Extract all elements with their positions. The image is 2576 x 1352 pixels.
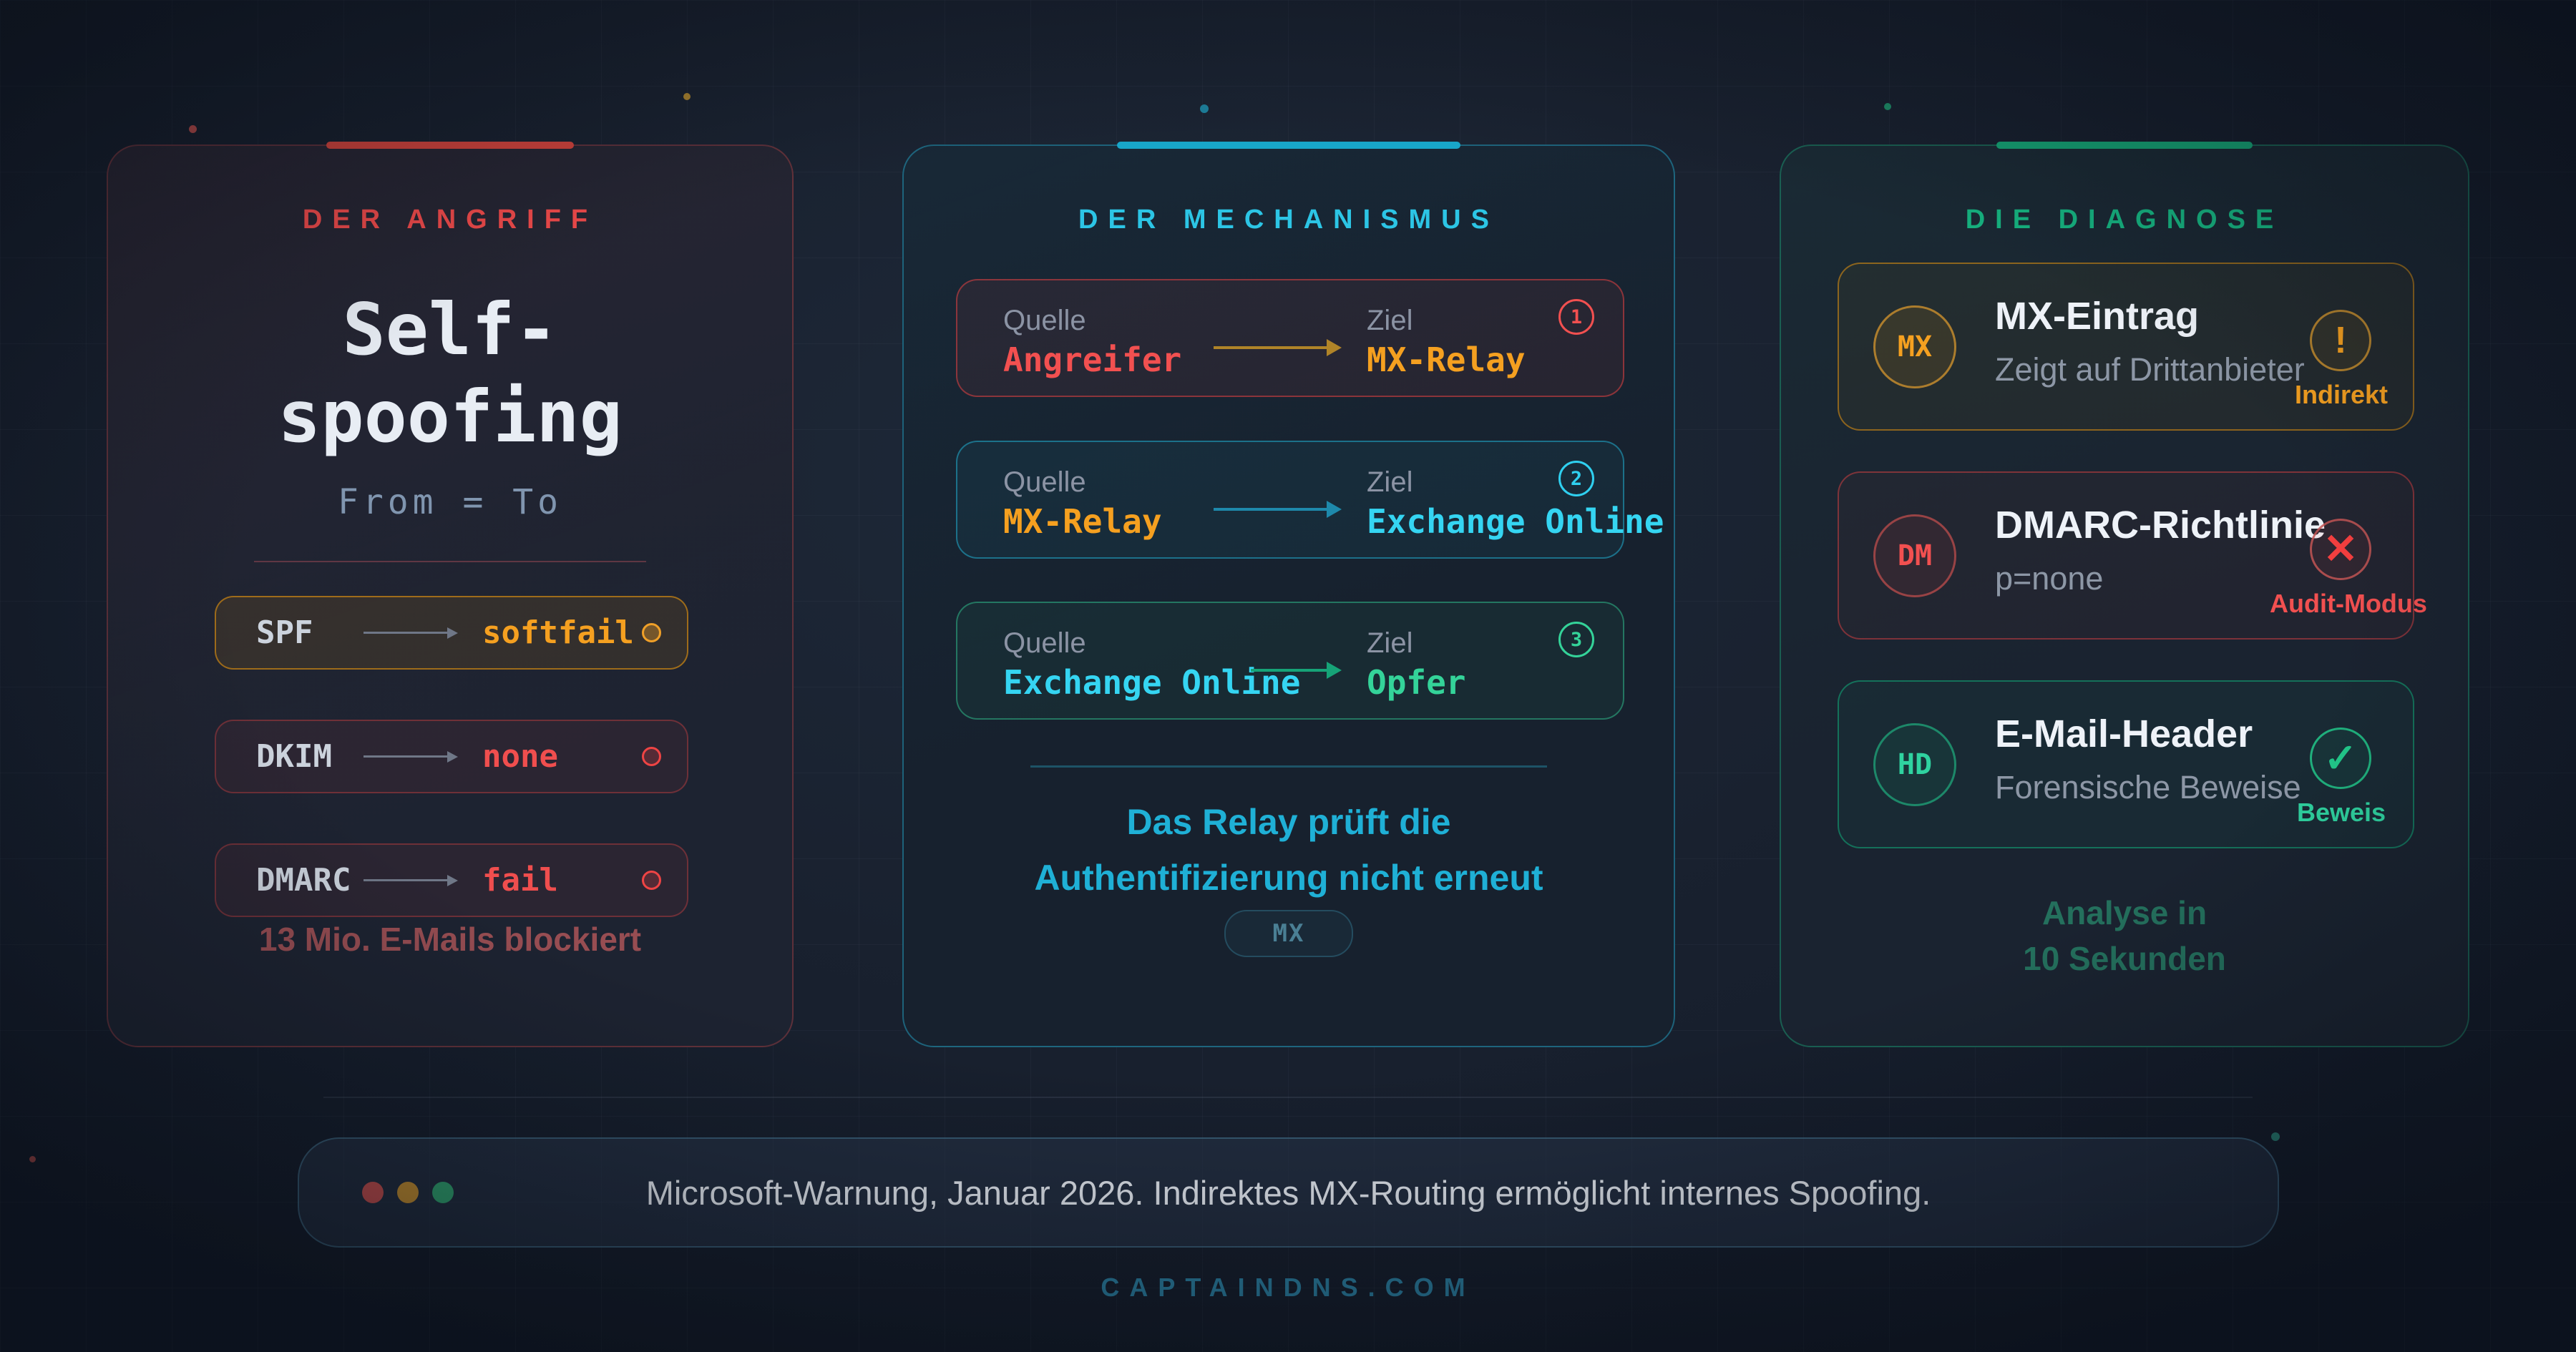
diagnosis-item-dmarc: DM DMARC-Richtlinie p=none ✕ Audit-Modus <box>1838 471 2427 640</box>
flow-step-3: Quelle Exchange Online Ziel Opfer 3 <box>956 602 1624 720</box>
diagnosis-card: DIE DIAGNOSE MX MX-Eintrag Zeigt auf Dri… <box>1780 142 2469 1047</box>
item-title: MX-Eintrag <box>1995 295 2200 338</box>
source-value: MX-Relay <box>1003 502 1162 541</box>
divider <box>1030 765 1547 768</box>
flow-arrow-icon <box>1214 508 1330 511</box>
diagnosis-item-header: HD E-Mail-Header Forensische Beweise ✓ B… <box>1838 680 2414 848</box>
item-tag: Audit-Modus <box>2270 589 2427 618</box>
target-value: Exchange Online <box>1367 502 1664 541</box>
red-dot-icon <box>362 1182 384 1203</box>
item-title: DMARC-Richtlinie <box>1995 504 2326 547</box>
traffic-lights <box>362 1182 454 1203</box>
mx-chip: MX <box>1224 910 1353 957</box>
flow-step-2: Quelle MX-Relay Ziel Exchange Online 2 <box>956 441 1664 559</box>
decorative-dot <box>683 93 691 100</box>
footer-message: Microsoft-Warnung, Januar 2026. Indirekt… <box>645 1173 1931 1212</box>
decorative-dot <box>1200 104 1209 113</box>
decorative-dot <box>29 1156 36 1162</box>
decorative-dot <box>2271 1132 2280 1141</box>
mechanism-card-header: DER MECHANISMUS <box>1078 205 1499 235</box>
item-subtitle: Zeigt auf Drittanbieter <box>1995 351 2305 388</box>
attack-card: DER ANGRIFF Self- spoofing From = To SPF… <box>107 142 794 1047</box>
step-number-badge: 2 <box>1558 461 1594 496</box>
status-dot-icon <box>642 871 661 890</box>
item-title: E-Mail-Header <box>1995 712 2253 755</box>
spf-row: SPF softfail <box>215 596 688 670</box>
dkim-row: DKIM none <box>215 720 688 793</box>
footer-divider <box>323 1097 2253 1098</box>
mx-badge: MX <box>1873 305 1956 388</box>
source-label: Quelle <box>1003 466 1086 498</box>
target-value: Opfer <box>1367 663 1466 702</box>
blocked-mails-note: 13 Mio. E-Mails blockiert <box>258 921 642 958</box>
auth-check-rows: SPF softfail DKIM none DMARC fail <box>215 596 688 917</box>
dm-badge: DM <box>1873 514 1956 597</box>
step-number-badge: 1 <box>1558 299 1594 335</box>
target-label: Ziel <box>1367 627 1413 659</box>
decorative-dot <box>189 125 197 133</box>
green-dot-icon <box>432 1182 454 1203</box>
footer-banner: Microsoft-Warnung, Januar 2026. Indirekt… <box>298 1137 2279 1248</box>
relay-note-line1: Das Relay prüft die <box>1126 802 1451 842</box>
flow-step-1: Quelle Angreifer Ziel MX-Relay 1 <box>956 279 1624 397</box>
item-subtitle: Forensische Beweise <box>1995 769 2301 805</box>
flow-arrow-icon <box>1251 669 1330 672</box>
dkim-label: DKIM <box>256 738 332 775</box>
check-icon: ✓ <box>2310 728 2371 789</box>
item-tag: Indirekt <box>2294 380 2389 409</box>
amber-dot-icon <box>397 1182 419 1203</box>
dmarc-result: fail <box>482 862 558 898</box>
status-dot-icon <box>642 747 661 766</box>
arrow-right-icon <box>364 879 448 881</box>
target-label: Ziel <box>1367 466 1413 498</box>
hd-badge: HD <box>1873 722 1956 806</box>
target-value: MX-Relay <box>1367 341 1526 379</box>
divider <box>254 561 646 562</box>
arrow-right-icon <box>364 632 448 634</box>
relay-note-line2: Authentifizierung nicht erneut <box>1034 858 1543 898</box>
flow-arrow-icon <box>1214 346 1330 349</box>
dkim-result: none <box>482 738 558 775</box>
target-label: Ziel <box>1367 305 1413 336</box>
item-tag: Beweis <box>2296 798 2386 827</box>
attack-card-header: DER ANGRIFF <box>302 205 598 235</box>
source-value: Angreifer <box>1003 341 1182 379</box>
attack-title: Self- spoofing <box>108 286 792 461</box>
attack-title-line1: Self- <box>342 288 558 371</box>
status-dot-icon <box>642 623 661 642</box>
red-accent-bar <box>326 142 574 149</box>
relay-note: Das Relay prüft die Authentifizierung ni… <box>904 794 1674 906</box>
attack-title-line2: spoofing <box>278 375 623 459</box>
arrow-right-icon <box>364 755 448 758</box>
cross-icon: ✕ <box>2310 519 2371 580</box>
diagnosis-card-header: DIE DIAGNOSE <box>1965 205 2284 235</box>
green-accent-bar <box>1996 142 2253 149</box>
spf-label: SPF <box>256 614 313 651</box>
dmarc-label: DMARC <box>256 862 351 898</box>
analysis-note: Analyse in 10 Sekunden <box>1781 890 2468 981</box>
site-domain: CAPTAINDNS.COM <box>1101 1273 1475 1302</box>
analysis-note-line1: Analyse in <box>2041 894 2207 931</box>
diagnosis-item-mx: MX MX-Eintrag Zeigt auf Drittanbieter ! … <box>1838 263 2414 431</box>
mechanism-card: DER MECHANISMUS Quelle Angreifer Ziel MX… <box>902 142 1675 1047</box>
cyan-accent-bar <box>1117 142 1460 149</box>
decorative-dot <box>1884 103 1891 110</box>
step-number-badge: 3 <box>1558 622 1594 657</box>
attack-subtitle: From = To <box>337 482 563 522</box>
warning-icon: ! <box>2310 310 2371 371</box>
analysis-note-line2: 10 Sekunden <box>2023 940 2226 977</box>
source-label: Quelle <box>1003 627 1086 659</box>
item-subtitle: p=none <box>1995 560 2104 597</box>
spf-result: softfail <box>482 614 634 651</box>
dmarc-row: DMARC fail <box>215 843 688 917</box>
source-label: Quelle <box>1003 305 1086 336</box>
